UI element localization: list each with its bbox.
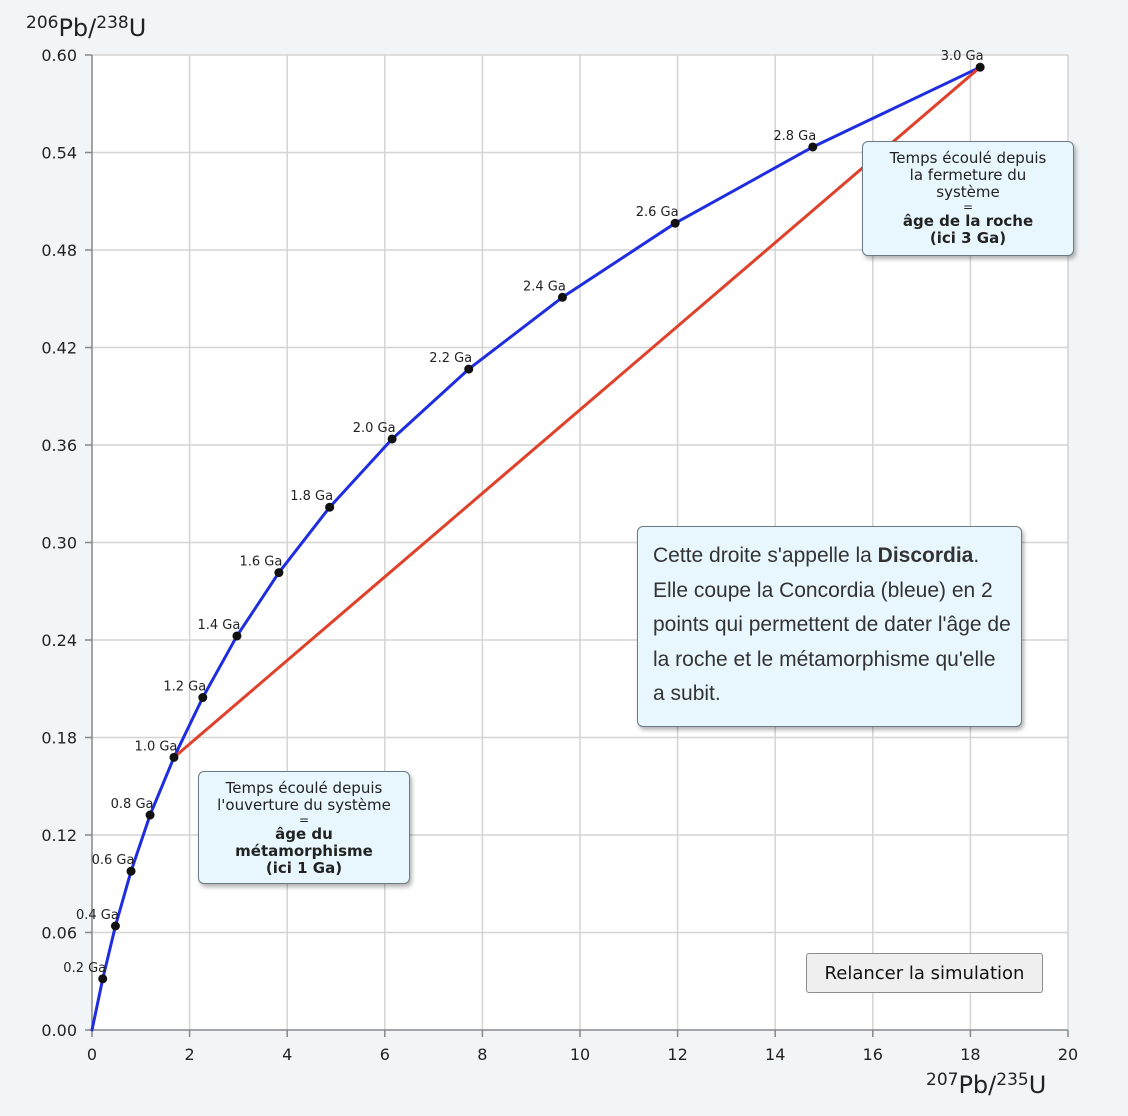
- discordia-line: [172, 65, 982, 759]
- rock-age-callout: Temps écoulé depuis la fermeture du syst…: [862, 141, 1074, 256]
- age-label: 0.2 Ga: [63, 961, 106, 976]
- rock-age-bold-1: âge de la roche: [902, 212, 1034, 230]
- age-label: 2.2 Ga: [429, 351, 472, 366]
- concordia-point: [126, 866, 136, 876]
- axes: 0 2 4 6 8 10 12 14 16 18 20 0.00 0.06 0.12 0.18 0.24 0.3…: [41, 46, 1078, 1064]
- metamorphism-text-2: l'ouverture du système: [217, 796, 391, 814]
- age-label: 2.8 Ga: [773, 129, 816, 144]
- concordia-point: [98, 974, 108, 984]
- x-tick-label: 10: [570, 1045, 590, 1064]
- discordia-bold: Discordia: [877, 544, 974, 567]
- age-label: 1.4 Ga: [198, 618, 241, 633]
- concordia-point: [110, 921, 120, 931]
- x-tick-label: 8: [477, 1045, 487, 1064]
- discordia-text-1: Cette droite s'appelle la: [653, 544, 872, 567]
- age-label: 1.0 Ga: [135, 739, 178, 754]
- y-tick-label: 0.30: [41, 534, 77, 553]
- rock-age-bold-2: (ici 3 Ga): [929, 229, 1007, 247]
- x-axis-title: 207Pb/235U: [926, 1070, 1046, 1099]
- age-label: 1.8 Ga: [290, 489, 333, 504]
- y-tick-label: 0.18: [41, 729, 77, 748]
- x-tick-label: 20: [1058, 1045, 1078, 1064]
- y-tick-label: 0.24: [41, 631, 77, 650]
- y-tick-label: 0.12: [41, 826, 77, 845]
- concordia-point: [975, 62, 985, 72]
- age-label: 3.0 Ga: [941, 49, 984, 64]
- x-tick-label: 4: [282, 1045, 292, 1064]
- y-tick-label: 0.00: [41, 1021, 77, 1040]
- y-tick-label: 0.48: [41, 241, 77, 260]
- y-tick-label: 0.06: [41, 924, 77, 943]
- metamorphism-bold-1: âge du: [275, 825, 333, 843]
- concordia-point: [557, 292, 567, 302]
- x-tick-label: 6: [380, 1045, 390, 1064]
- rock-age-equals: =: [962, 200, 974, 214]
- discordia-callout: Cette droite s'appelle la Discordia. Ell…: [637, 526, 1022, 727]
- concordia-point: [387, 434, 397, 444]
- y-tick-label: 0.60: [41, 46, 77, 65]
- y-tick-label: 0.36: [41, 436, 77, 455]
- x-tick-label: 18: [960, 1045, 980, 1064]
- age-label: 0.4 Ga: [76, 908, 119, 923]
- concordia-point: [169, 752, 179, 762]
- concordia-point: [232, 631, 242, 641]
- concordia-point: [145, 810, 155, 820]
- x-tick-label: 2: [185, 1045, 195, 1064]
- series-layer: [90, 65, 982, 1032]
- age-label: 0.8 Ga: [111, 797, 154, 812]
- metamorphism-bold-2: métamorphisme: [235, 842, 373, 860]
- labels-layer: 0.2 Ga 0.4 Ga 0.6 Ga 0.8 Ga 1.0 Ga 1.2 Ga 1.4 …: [63, 49, 985, 984]
- x-tick-label: 16: [863, 1045, 883, 1064]
- concordia-point: [325, 502, 335, 512]
- y-tick-label: 0.54: [41, 144, 77, 163]
- concordia-point: [274, 568, 284, 578]
- age-label: 2.4 Ga: [523, 279, 566, 294]
- rock-age-text-2: la fermeture du: [909, 166, 1027, 184]
- age-label: 2.6 Ga: [636, 205, 679, 220]
- x-tick-label: 0: [87, 1045, 97, 1064]
- rock-age-text-1: Temps écoulé depuis: [889, 149, 1047, 167]
- x-tick-label: 12: [667, 1045, 687, 1064]
- concordia-point: [670, 218, 680, 228]
- concordia-point: [464, 364, 474, 374]
- y-axis-title: 206Pb/238U: [26, 13, 146, 42]
- metamorphism-equals: =: [298, 813, 310, 827]
- age-label: 2.0 Ga: [353, 421, 396, 436]
- age-label: 0.6 Ga: [92, 853, 135, 868]
- restart-simulation-button[interactable]: Relancer la simulation: [806, 953, 1043, 993]
- age-label: 1.6 Ga: [239, 555, 282, 570]
- discordia-text-2: . Elle coupe la Concordia (bleue) en 2 p…: [653, 544, 1011, 705]
- metamorphism-bold-3: (ici 1 Ga): [265, 859, 343, 877]
- concordia-point: [198, 693, 208, 703]
- age-label: 1.2 Ga: [163, 680, 206, 695]
- x-tick-label: 14: [765, 1045, 785, 1064]
- y-tick-label: 0.42: [41, 339, 77, 358]
- rock-age-text-3: système: [936, 183, 1000, 201]
- metamorphism-callout: Temps écoulé depuis l'ouverture du systè…: [198, 771, 410, 884]
- metamorphism-text-1: Temps écoulé depuis: [225, 779, 383, 797]
- concordia-point: [808, 142, 818, 152]
- concordia-curve: [90, 65, 982, 1032]
